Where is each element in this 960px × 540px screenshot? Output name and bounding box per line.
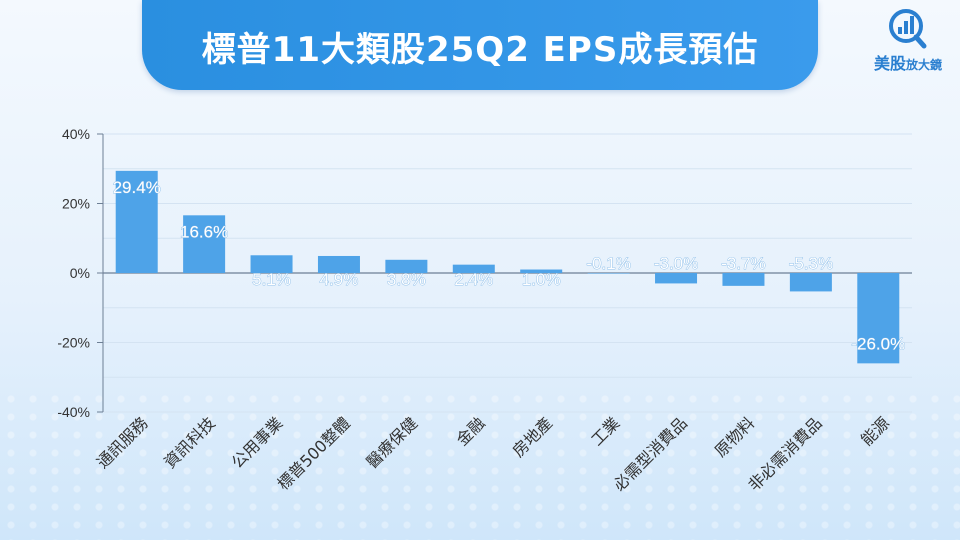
data-label: -5.3% <box>789 254 833 273</box>
category-label: 公用事業 <box>228 413 287 472</box>
data-label: 2.4% <box>454 270 493 289</box>
category-label: 標普500整體 <box>273 413 353 493</box>
data-label: -3.0% <box>654 254 698 273</box>
bar <box>115 170 158 273</box>
bar <box>722 273 765 286</box>
magnifier-chart-icon <box>889 9 927 49</box>
bar <box>317 255 360 273</box>
data-label: -26.0% <box>851 334 905 353</box>
category-label: 通訊服務 <box>93 413 152 472</box>
y-tick-label: -20% <box>57 335 90 351</box>
data-label: 16.6% <box>180 222 228 241</box>
category-label: 工業 <box>587 413 623 449</box>
category-label: 能源 <box>857 413 893 449</box>
logo-text: 美股放大鏡 <box>860 50 956 74</box>
y-tick-label: -40% <box>57 404 90 420</box>
brand-logo: 美股放大鏡 <box>860 6 956 74</box>
category-label: 資訊科技 <box>160 413 219 472</box>
y-tick-label: 0% <box>70 265 90 281</box>
bar <box>385 259 428 273</box>
data-label: 1.0% <box>522 270 561 289</box>
bar <box>655 273 698 284</box>
bar <box>789 273 832 292</box>
data-label: -3.7% <box>721 254 765 273</box>
data-label: 4.9% <box>320 270 359 289</box>
logo-name-sub: 放大鏡 <box>906 58 943 72</box>
page-title: 標普11大類股25Q2 EPS成長預估 <box>201 30 759 70</box>
background-decoration <box>0 390 960 540</box>
logo-name-main: 美股 <box>873 54 906 73</box>
bar <box>250 255 293 273</box>
y-tick-label: 40% <box>62 126 90 142</box>
bar <box>857 273 900 364</box>
category-label: 金融 <box>453 413 489 449</box>
bar <box>452 264 495 273</box>
data-label: -0.1% <box>586 254 630 273</box>
category-label: 醫療保健 <box>363 413 422 472</box>
data-label: 5.1% <box>252 270 291 289</box>
bar <box>587 273 630 274</box>
category-label: 房地產 <box>509 413 556 460</box>
data-label: 3.8% <box>387 270 426 289</box>
y-tick-label: 20% <box>62 196 90 212</box>
title-banner: 標普11大類股25Q2 EPS成長預估 <box>142 0 818 90</box>
bar <box>520 269 563 273</box>
bar <box>183 215 226 273</box>
category-label: 原物料 <box>711 413 758 460</box>
data-label: 29.4% <box>113 178 161 197</box>
